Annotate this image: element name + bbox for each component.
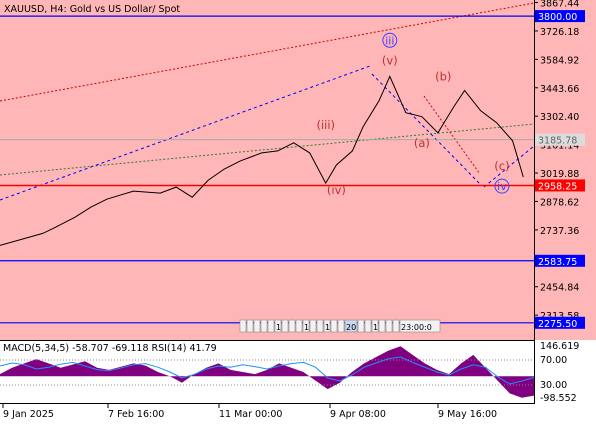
zoom-segment[interactable] bbox=[337, 319, 345, 333]
indicator-label: MACD(5,34,5) -58.707 -69.118 RSI(14) 41.… bbox=[3, 343, 217, 354]
price-tick-label: 2454.84 bbox=[540, 283, 579, 294]
wave-label-minor: (v) bbox=[382, 53, 398, 67]
zoom-segment-label: 1 bbox=[325, 323, 330, 332]
svg-text:(a): (a) bbox=[414, 136, 430, 150]
price-tick-label: 3161.14 bbox=[540, 141, 579, 152]
time-tick-label: 9 Jan 2025 bbox=[3, 409, 54, 420]
indicator-panel: MACD(5,34,5) -58.707 -69.118 RSI(14) 41.… bbox=[0, 343, 535, 398]
zoom-segment[interactable] bbox=[267, 319, 275, 333]
level-label[interactable]: 2958.25 bbox=[535, 179, 585, 192]
svg-text:iii: iii bbox=[385, 34, 394, 47]
price-tick-label: 3867.44 bbox=[540, 0, 579, 10]
rsi-line bbox=[0, 356, 535, 385]
indicator-tick-label: -98.552 bbox=[540, 393, 577, 404]
wave-label-minor: (a) bbox=[414, 136, 430, 150]
zoom-segment-label: 1 bbox=[276, 323, 281, 332]
svg-text:2958.25: 2958.25 bbox=[538, 181, 577, 192]
blue-abc-projection[interactable] bbox=[371, 73, 481, 185]
blue-iv-v-projection[interactable] bbox=[483, 145, 535, 188]
wave-label-minor: (iii) bbox=[316, 118, 335, 132]
svg-text:3800.00: 3800.00 bbox=[538, 12, 577, 23]
price-tick-label: 2737.36 bbox=[540, 226, 579, 237]
indicator-tick-label: 70.00 bbox=[540, 355, 567, 366]
zoom-segment[interactable] bbox=[288, 319, 296, 333]
time-tick-label: 9 May 16:00 bbox=[438, 409, 497, 420]
time-tick-label: 9 Apr 08:00 bbox=[330, 409, 386, 420]
price-tick-label: 2878.62 bbox=[540, 197, 579, 208]
svg-text:(b): (b) bbox=[435, 69, 451, 83]
zoom-segment[interactable] bbox=[246, 319, 254, 333]
zoom-segment-label: 23:00:0 bbox=[401, 323, 432, 332]
chart-title: XAUUSD, H4: Gold vs US Dollar/ Spot bbox=[4, 4, 180, 15]
level-label[interactable]: 2275.50 bbox=[535, 316, 585, 330]
svg-text:(iv): (iv) bbox=[327, 183, 346, 197]
zoom-segment[interactable] bbox=[253, 319, 261, 333]
level-label[interactable]: 3800.00 bbox=[535, 10, 585, 23]
wave-label-major: iv bbox=[494, 178, 510, 194]
svg-text:(v): (v) bbox=[382, 53, 398, 67]
zoom-segment-label: 1 bbox=[373, 323, 378, 332]
price-tick-label: 3019.88 bbox=[540, 169, 579, 180]
svg-text:iv: iv bbox=[497, 180, 507, 193]
zoom-segment[interactable] bbox=[274, 319, 282, 333]
wave-label-minor: (c) bbox=[494, 159, 509, 173]
zoom-segment-label: 20 bbox=[346, 323, 356, 332]
time-tick-label: 11 Mar 00:00 bbox=[219, 409, 282, 420]
zoom-segment[interactable] bbox=[239, 319, 247, 333]
price-series bbox=[0, 75, 524, 246]
trend-lines[interactable] bbox=[0, 2, 535, 201]
wave-label-minor: (iv) bbox=[327, 183, 346, 197]
zoom-segment[interactable] bbox=[295, 319, 303, 333]
svg-text:2583.75: 2583.75 bbox=[538, 257, 577, 268]
zoom-segment[interactable] bbox=[392, 319, 400, 333]
zoom-segment[interactable] bbox=[378, 319, 386, 333]
red-abc-projection[interactable] bbox=[423, 95, 481, 175]
zoom-segment[interactable] bbox=[309, 319, 317, 333]
time-axis: 9 Jan 2025 7 Feb 16:00 11 Mar 00:00 9 Apr 0… bbox=[2, 404, 497, 420]
zoom-segment[interactable] bbox=[302, 319, 310, 333]
zoom-segment[interactable] bbox=[364, 319, 372, 333]
wave-annotations: (iii) (iv) (v) (a) (b) (c) iii iv bbox=[316, 32, 510, 197]
svg-text:2275.50: 2275.50 bbox=[538, 319, 577, 330]
price-tick-label: 3726.18 bbox=[540, 27, 579, 38]
svg-text:(iii): (iii) bbox=[316, 118, 335, 132]
zoom-segment[interactable] bbox=[371, 319, 379, 333]
level-label[interactable]: 3185.78 bbox=[535, 133, 585, 147]
wave-label-minor: (b) bbox=[435, 69, 451, 83]
time-tick-label: 7 Feb 16:00 bbox=[108, 409, 164, 420]
price-tick-label: 2313.58 bbox=[540, 311, 579, 322]
indicator-tick-label: 30.00 bbox=[540, 380, 567, 391]
time-axis-area bbox=[0, 404, 596, 425]
zoom-segment[interactable] bbox=[281, 319, 289, 333]
wave-label-major: iii bbox=[382, 32, 398, 48]
zoom-segment[interactable] bbox=[344, 319, 358, 333]
svg-text:(c): (c) bbox=[494, 159, 509, 173]
level-labels[interactable]: 3800.00 3185.78 2958.25 2583.75 2275.50 bbox=[535, 10, 585, 330]
zoom-segment[interactable] bbox=[357, 319, 365, 333]
level-label[interactable]: 2583.75 bbox=[535, 254, 585, 268]
zoom-segment[interactable] bbox=[399, 319, 441, 333]
zoom-segment-label: 1 bbox=[304, 323, 309, 332]
zoom-segment[interactable] bbox=[330, 319, 338, 333]
middle-channel-line[interactable] bbox=[0, 123, 535, 176]
zoom-bar[interactable]: 1 1 1 20 1 23:00:0 bbox=[239, 319, 441, 333]
price-tick-label: 3584.92 bbox=[540, 55, 579, 66]
price-tick-label: 3302.40 bbox=[540, 112, 579, 123]
svg-text:3185.78: 3185.78 bbox=[538, 136, 577, 147]
upper-channel-line[interactable] bbox=[0, 2, 535, 102]
indicator-tick-label: 146.619 bbox=[540, 341, 579, 352]
price-tick-label: 3443.66 bbox=[540, 84, 579, 95]
price-panel-background bbox=[0, 0, 596, 340]
zoom-segment[interactable] bbox=[385, 319, 393, 333]
zoom-segment[interactable] bbox=[316, 319, 324, 333]
zoom-segment[interactable] bbox=[323, 319, 331, 333]
indicator-axis: 146.619 70.00 30.00 -98.552 bbox=[540, 341, 579, 404]
macd-histogram bbox=[0, 346, 534, 398]
zoom-segment[interactable] bbox=[260, 319, 268, 333]
